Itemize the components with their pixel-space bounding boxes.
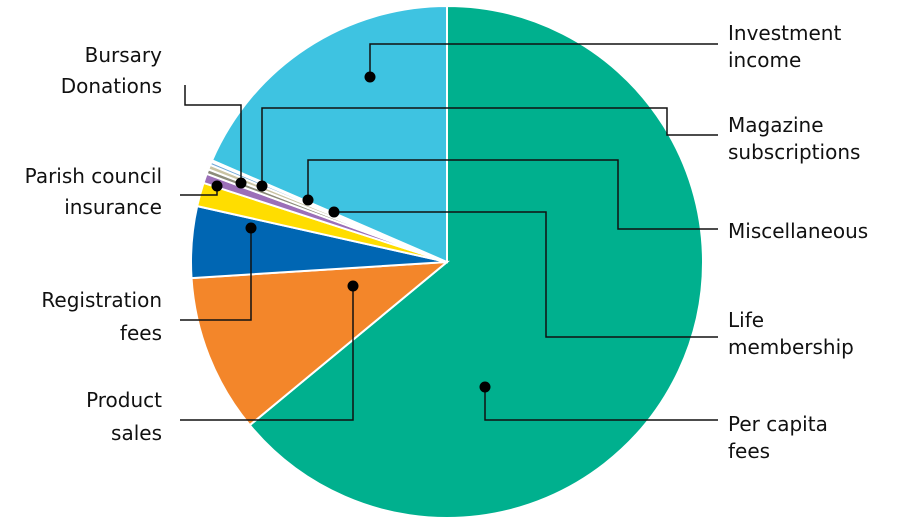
slice-labels: Per capita fees Product sales Registration fe… (25, 21, 869, 463)
slice-label-per-capita-fees: Per capita fees (728, 412, 828, 463)
slice-label-line: Donations (61, 74, 162, 98)
pie-slices (190, 4, 704, 519)
leader-line-life-membership (334, 211, 718, 338)
slice-label-line: subscriptions (728, 140, 860, 164)
slice-label-parish-council-insurance: Parish council insurance (25, 164, 162, 219)
leader-dot-parish-council-insurance (211, 180, 223, 192)
slice-label-miscellaneous: Miscellaneous (728, 219, 868, 243)
slice-label-line: membership (728, 335, 854, 359)
slice-label-line: Product (86, 388, 162, 412)
slice-label-line: Life (728, 308, 764, 332)
pie-slice-per-capita-fees (248, 4, 704, 519)
slice-label-magazine-subscriptions: Magazine subscriptions (728, 113, 860, 164)
leader-dot-magazine-subscriptions (256, 180, 268, 192)
pie-slice-investment-income (210, 4, 448, 264)
slice-label-line: insurance (64, 195, 162, 219)
slice-label-line: fees (728, 439, 770, 463)
leader-line-bursary (184, 85, 242, 183)
leader-dot-bursary (235, 177, 247, 189)
leader-dots (211, 71, 491, 393)
leader-dot-registration-fees (245, 222, 257, 234)
slice-label-life-membership: Life membership (728, 308, 854, 359)
leader-line-miscellaneous (307, 159, 718, 230)
leader-line-product-sales (180, 286, 354, 421)
leader-dot-life-membership (328, 206, 340, 218)
leader-lines (180, 43, 718, 421)
leader-line-investment-income (369, 43, 718, 77)
leader-dot-miscellaneous (302, 194, 314, 206)
slice-label-line: fees (120, 321, 162, 345)
leader-line-registration-fees (180, 228, 252, 321)
leader-dot-product-sales (347, 280, 359, 292)
slice-label-line: income (728, 48, 801, 72)
slice-label-line: Registration (41, 288, 162, 312)
leader-line-per-capita-fees (484, 387, 718, 421)
pie-slice-product-sales (190, 260, 451, 427)
leader-line-magazine-subscriptions (261, 107, 718, 186)
slice-label-line: Parish council (25, 164, 162, 188)
slice-label-line: Magazine (728, 113, 824, 137)
slice-label-investment-income: Investment income (728, 21, 841, 72)
slice-label-line: sales (111, 421, 162, 445)
slice-label-line: Bursary (85, 43, 163, 67)
slice-label-product-sales: Product sales (86, 388, 162, 445)
leader-dot-per-capita-fees (479, 381, 491, 393)
slice-label-line: Miscellaneous (728, 219, 868, 243)
leader-dot-investment-income (364, 71, 376, 83)
slice-label-donations: Donations (61, 74, 162, 98)
slice-label-line: Per capita (728, 412, 828, 436)
slice-label-registration-fees: Registration fees (41, 288, 162, 345)
slice-label-line: Investment (728, 21, 841, 45)
slice-label-bursary: Bursary (85, 43, 163, 67)
